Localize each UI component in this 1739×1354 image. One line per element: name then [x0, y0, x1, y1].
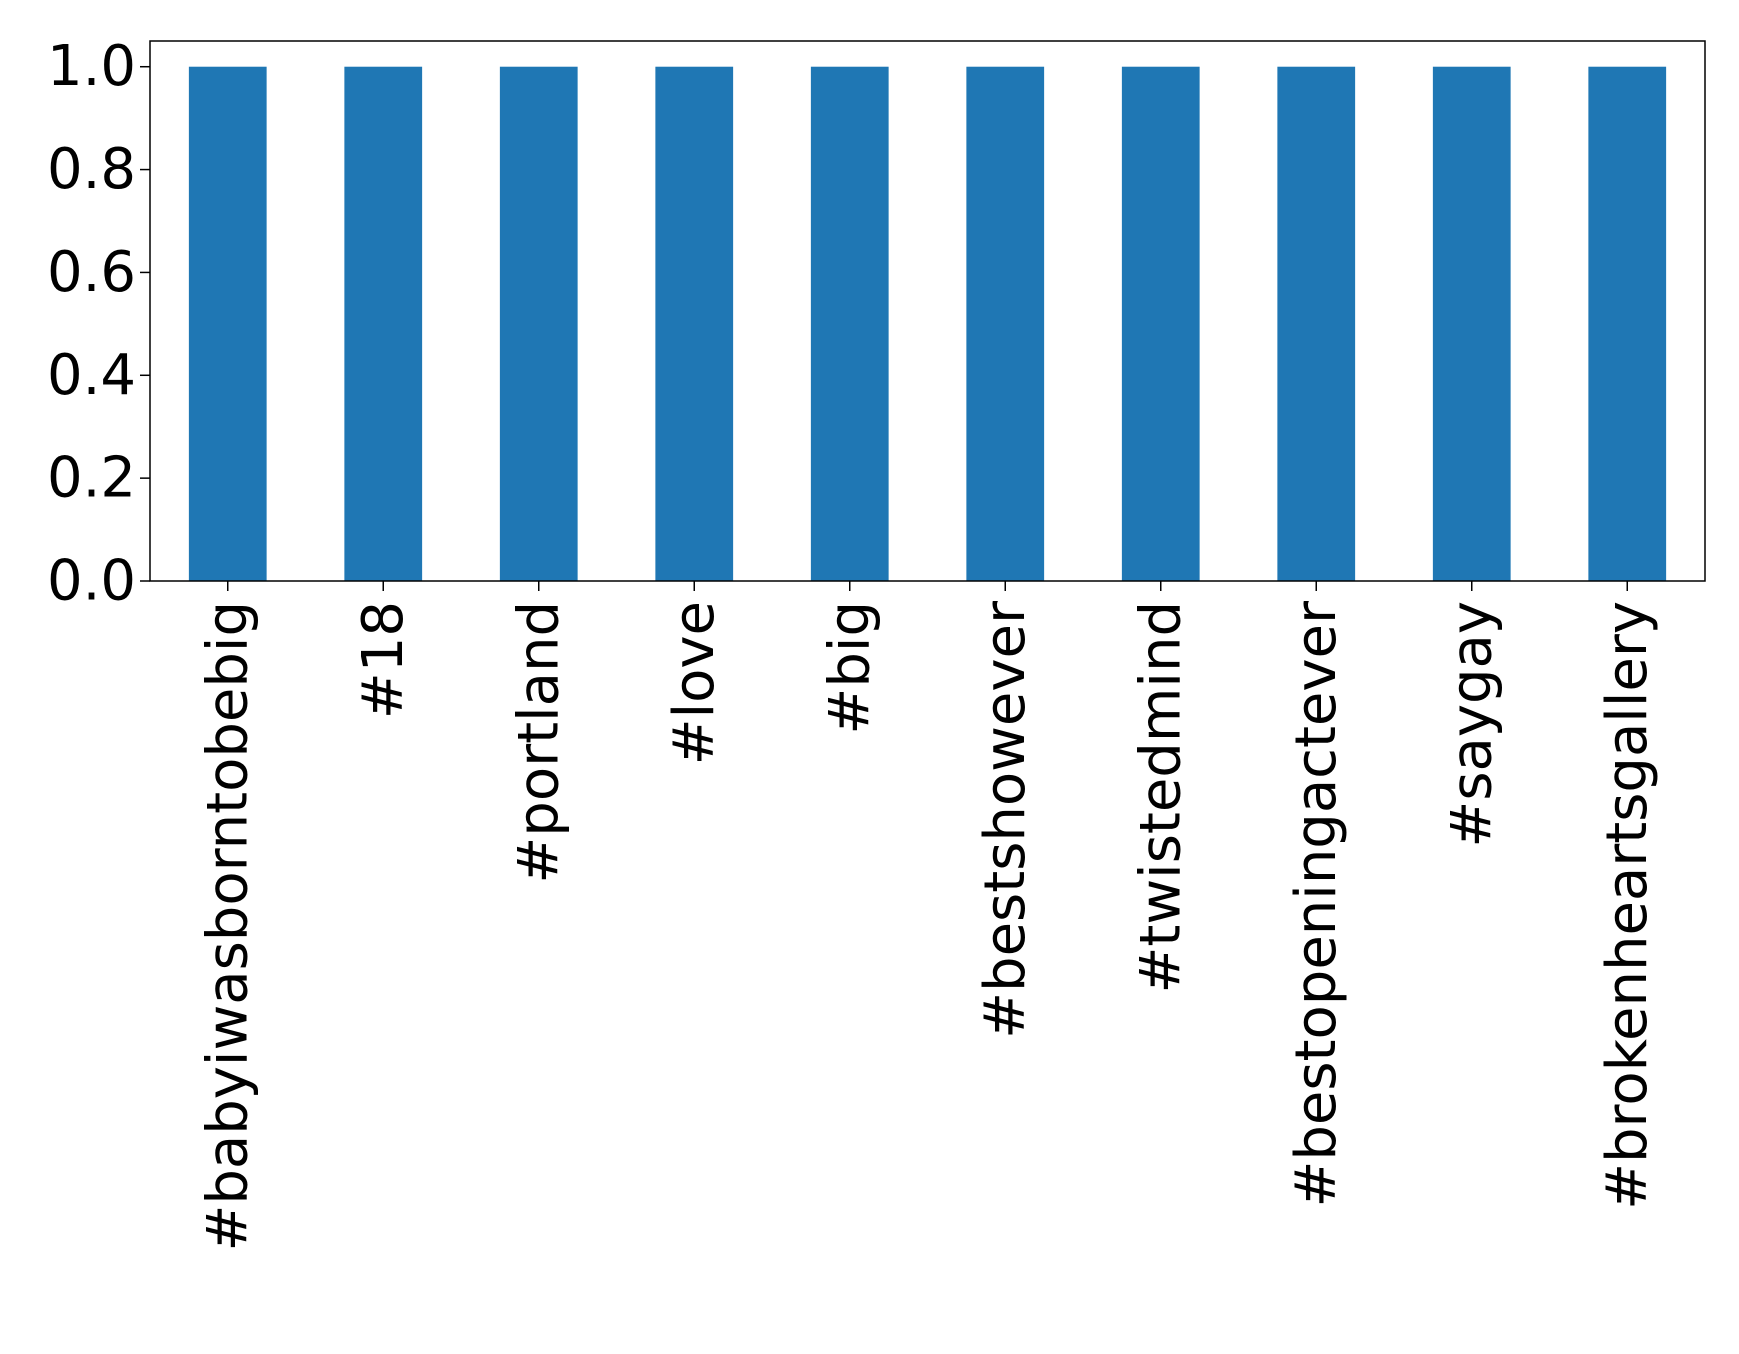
x-tick-label: #saygay [1439, 601, 1504, 848]
x-axis: #babyiwasborntobebig #18 #portland #love #bi… [195, 581, 1660, 1252]
y-tick-label: 1.0 [47, 34, 136, 99]
x-tick-label: #brokenheartsgallery [1595, 601, 1660, 1210]
x-tick-label: #bestshowever [973, 600, 1038, 1039]
bar-18 [344, 66, 423, 581]
x-tick-label: #babyiwasborntobebig [195, 601, 260, 1252]
x-tick-label: #18 [351, 601, 416, 719]
y-tick-label: 0.4 [47, 343, 136, 408]
y-tick-label: 0.0 [47, 549, 136, 614]
bars-layer [188, 66, 1667, 581]
bar-big [810, 66, 889, 581]
bar-bestshowever [966, 66, 1045, 581]
bar-love [655, 66, 734, 581]
bar-babyiwasborntobebig [188, 66, 267, 581]
y-tick-label: 0.8 [47, 137, 136, 202]
bar-twistedmind [1121, 66, 1200, 581]
bar-portland [499, 66, 578, 581]
x-tick-label: #big [817, 601, 882, 735]
bar-brokenheartsgallery [1588, 66, 1667, 581]
y-tick-label: 0.2 [47, 446, 136, 511]
x-tick-label: #portland [506, 601, 571, 884]
y-tick-label: 0.6 [47, 240, 136, 305]
x-tick-label: #twistedmind [1128, 601, 1193, 994]
bar-bestopeningactever [1277, 66, 1356, 581]
y-axis: 0.0 0.2 0.4 0.6 0.8 1.0 [47, 34, 150, 614]
bar-saygay [1432, 66, 1511, 581]
x-tick-label: #love [662, 601, 727, 765]
x-tick-label: #bestopeningactever [1284, 600, 1349, 1208]
plot-area-frame [149, 40, 1706, 582]
